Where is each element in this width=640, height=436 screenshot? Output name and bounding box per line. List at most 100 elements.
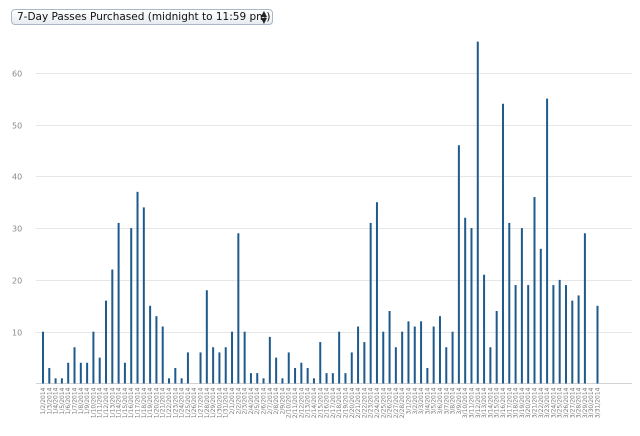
- x-tick-label: 2/5/2014: [254, 387, 261, 414]
- x-tick-label: 2/8/2014: [273, 387, 280, 414]
- bar: [186, 352, 189, 384]
- x-tick-label: 2/19/2014: [342, 387, 349, 418]
- bar: [294, 367, 297, 384]
- bar: [325, 373, 328, 384]
- bar: [363, 342, 366, 384]
- bar: [357, 326, 360, 384]
- bar: [375, 202, 378, 384]
- bar: [155, 316, 158, 384]
- x-tick-label: 3/30/2014: [588, 387, 595, 418]
- x-tick-label: 3/26/2014: [563, 387, 570, 418]
- x-tick-label: 1/16/2014: [128, 387, 135, 418]
- bar: [149, 305, 152, 384]
- x-tick-label: 3/25/2014: [557, 387, 564, 418]
- x-tick-label: 3/13/2014: [481, 387, 488, 418]
- bar: [489, 347, 492, 384]
- bar: [105, 300, 108, 384]
- x-tick-label: 2/17/2014: [330, 387, 337, 418]
- bar: [464, 217, 467, 384]
- y-tick-label: 10: [12, 329, 22, 338]
- bar: [394, 347, 397, 384]
- bar: [42, 331, 44, 384]
- x-tick-label: 3/21/2014: [531, 387, 538, 418]
- y-tick-label: 60: [12, 70, 22, 79]
- x-tick-label: 3/5/2014: [431, 387, 438, 414]
- bar: [344, 373, 347, 384]
- x-tick-label: 2/9/2014: [279, 387, 286, 414]
- bar: [501, 103, 504, 384]
- x-tick-label: 1/6/2014: [65, 387, 72, 414]
- x-tick-label: 3/31/2014: [595, 387, 602, 418]
- bar: [281, 378, 284, 384]
- bar: [212, 347, 215, 384]
- x-tick-label: 2/4/2014: [248, 387, 255, 414]
- x-tick-label: 2/3/2014: [242, 387, 249, 414]
- x-tick-label: 3/12/2014: [475, 387, 482, 418]
- bar: [249, 373, 252, 384]
- x-tick-label: 1/11/2014: [97, 387, 104, 418]
- x-tick-label: 3/3/2014: [418, 387, 425, 414]
- bar: [338, 331, 341, 384]
- bar: [161, 326, 164, 384]
- bar: [552, 285, 555, 384]
- x-tick-label: 2/13/2014: [305, 387, 312, 418]
- x-tick-label: 1/9/2014: [84, 387, 91, 414]
- x-tick-label: 1/14/2014: [116, 387, 123, 418]
- x-tick-label: 2/14/2014: [311, 387, 318, 418]
- x-tick-label: 3/10/2014: [462, 387, 469, 418]
- x-tick-label: 2/25/2014: [380, 387, 387, 418]
- x-tick-label: 3/11/2014: [468, 387, 475, 418]
- x-tick-label: 1/3/2014: [46, 387, 53, 414]
- x-tick-label: 2/7/2014: [267, 387, 274, 414]
- bar: [546, 98, 549, 384]
- bar: [514, 285, 517, 384]
- x-tick-label: 1/27/2014: [198, 387, 205, 418]
- metric-select[interactable]: 7-Day Passes Purchased (midnight to 11:5…: [11, 9, 273, 25]
- y-tick-label: 40: [12, 173, 22, 182]
- bar: [470, 228, 473, 384]
- x-tick-label: 1/8/2014: [78, 387, 85, 414]
- x-tick-label: 3/28/2014: [576, 387, 583, 418]
- x-tick-label: 1/4/2014: [53, 387, 60, 414]
- x-tick-label: 3/27/2014: [569, 387, 576, 418]
- bar: [483, 274, 486, 384]
- y-tick-label: 20: [12, 277, 22, 286]
- bar: [413, 326, 416, 384]
- bar: [558, 279, 561, 384]
- x-tick-label: 3/9/2014: [456, 387, 463, 414]
- x-tick-label: 1/24/2014: [179, 387, 186, 418]
- bar: [60, 378, 63, 384]
- bar: [426, 367, 429, 384]
- x-tick-label: 1/31/2014: [223, 387, 230, 418]
- bar: [48, 367, 51, 384]
- x-tick-label: 2/10/2014: [286, 387, 293, 418]
- x-tick-label: 3/1/2014: [405, 387, 412, 414]
- x-tick-label: 2/6/2014: [261, 387, 268, 414]
- x-tick-label: 1/10/2014: [90, 387, 97, 418]
- x-tick-label: 1/2/2014: [40, 387, 47, 414]
- bar: [218, 352, 221, 384]
- bar: [495, 310, 498, 384]
- x-tick-label: 3/14/2014: [487, 387, 494, 418]
- y-tick-label: 30: [12, 225, 22, 234]
- bar: [79, 362, 82, 384]
- bar: [583, 233, 586, 384]
- x-tick-label: 1/18/2014: [141, 387, 148, 418]
- x-tick-label: 1/19/2014: [147, 387, 154, 418]
- bar: [73, 347, 76, 384]
- bar: [174, 367, 177, 384]
- x-tick-label: 3/8/2014: [450, 387, 457, 414]
- x-tick-label: 1/28/2014: [204, 387, 211, 418]
- bar: [287, 352, 290, 384]
- bar: [527, 285, 530, 384]
- bar: [136, 191, 139, 384]
- x-tick-label: 2/22/2014: [361, 387, 368, 418]
- x-tick-label: 3/15/2014: [494, 387, 501, 418]
- bar: [445, 347, 448, 384]
- x-tick-label: 1/20/2014: [153, 387, 160, 418]
- x-tick-label: 3/6/2014: [437, 387, 444, 414]
- x-tick-label: 3/20/2014: [525, 387, 532, 418]
- bar: [168, 378, 171, 384]
- x-tick-label: 1/15/2014: [122, 387, 129, 418]
